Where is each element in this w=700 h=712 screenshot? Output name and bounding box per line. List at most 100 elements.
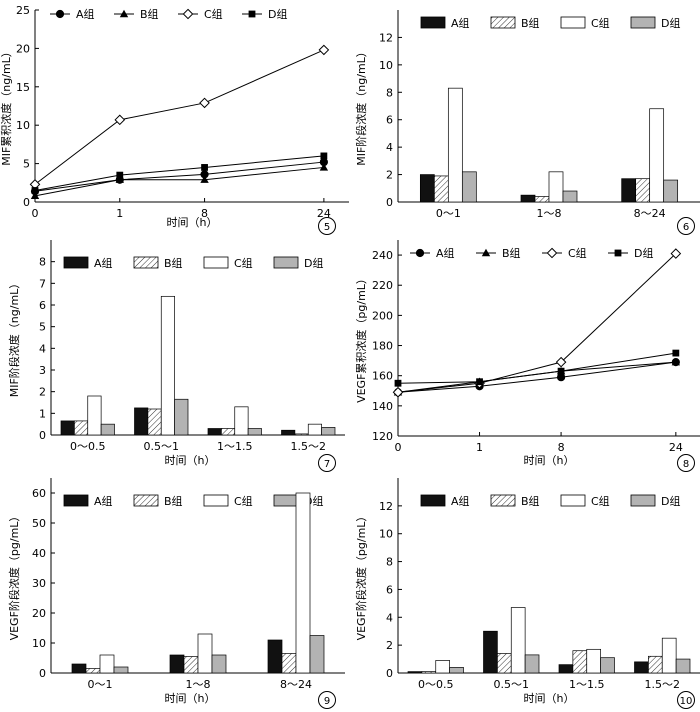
x-tick-label: 0～0.5 bbox=[418, 678, 454, 691]
y-tick-label: 6 bbox=[386, 114, 393, 127]
legend-label: A组 bbox=[94, 494, 113, 508]
bar bbox=[267, 639, 283, 674]
data-point bbox=[318, 44, 330, 56]
legend-marker bbox=[415, 248, 425, 258]
series-line bbox=[34, 155, 324, 191]
panel-number: 10 bbox=[680, 696, 693, 707]
bar bbox=[321, 427, 336, 436]
bar bbox=[634, 661, 649, 674]
bar bbox=[207, 428, 222, 436]
x-tick-label: 1.5～2 bbox=[645, 678, 681, 691]
x-tick-label: 0.5～1 bbox=[144, 440, 180, 453]
legend-marker bbox=[248, 10, 256, 18]
y-tick-label: 0 bbox=[39, 429, 46, 442]
x-tick-label: 8～24 bbox=[280, 678, 312, 691]
y-tick-label: 200 bbox=[372, 309, 393, 322]
data-point bbox=[670, 248, 682, 259]
legend-label: D组 bbox=[634, 246, 653, 260]
legend-swatch bbox=[630, 494, 656, 507]
y-tick-label: 0 bbox=[39, 667, 46, 680]
x-tick-label: 8 bbox=[558, 441, 565, 454]
y-tick-label: 0 bbox=[386, 667, 393, 680]
x-tick-label: 1～1.5 bbox=[217, 440, 253, 453]
y-tick-label: 10 bbox=[32, 637, 46, 650]
panel-number-circle bbox=[318, 691, 336, 709]
legend-marker bbox=[119, 9, 129, 18]
data-point bbox=[319, 163, 329, 171]
y-tick-label: 2 bbox=[386, 639, 393, 652]
y-tick-label: 8 bbox=[386, 86, 393, 99]
legend-marker bbox=[614, 249, 622, 257]
y-axis-label: MIF阶段浓度（ng/mL） bbox=[354, 46, 368, 166]
bar bbox=[483, 630, 498, 674]
y-tick-label: 50 bbox=[32, 517, 46, 530]
bar bbox=[71, 663, 87, 674]
data-point bbox=[115, 175, 124, 183]
x-tick-label: 0.5～1 bbox=[494, 678, 530, 691]
legend-swatch bbox=[133, 494, 159, 507]
x-tick-label: 0 bbox=[32, 207, 39, 220]
legend-marker bbox=[55, 9, 65, 19]
y-tick-label: 8 bbox=[39, 256, 46, 269]
y-tick-label: 12 bbox=[379, 31, 393, 44]
y-tick-label: 4 bbox=[386, 141, 393, 154]
series-line bbox=[34, 161, 324, 192]
legend-swatch bbox=[133, 256, 159, 269]
panel-number: 8 bbox=[683, 459, 689, 470]
y-axis-label: MIF阶段浓度（ng/mL） bbox=[7, 278, 21, 398]
y-tick-label: 12 bbox=[379, 500, 393, 513]
bar bbox=[234, 406, 249, 436]
bar bbox=[534, 196, 550, 203]
bar bbox=[160, 295, 175, 436]
legend-label: C组 bbox=[234, 256, 253, 270]
legend-swatch bbox=[203, 256, 229, 269]
bar bbox=[510, 607, 526, 674]
data-point bbox=[31, 187, 39, 194]
x-tick-label: 1 bbox=[476, 441, 483, 454]
y-tick-label: 0 bbox=[386, 196, 393, 209]
bar bbox=[435, 660, 450, 674]
panel-number-circle bbox=[318, 454, 336, 472]
bar bbox=[100, 423, 115, 436]
y-tick-label: 15 bbox=[16, 81, 30, 94]
series-line bbox=[34, 49, 325, 185]
panel-number-circle bbox=[677, 454, 695, 472]
bar bbox=[648, 655, 663, 674]
legend-swatch bbox=[490, 16, 516, 29]
bar bbox=[635, 178, 651, 203]
x-tick-label: 1～8 bbox=[186, 678, 211, 691]
panel-9: 0 10 20 30 40 50 60 VEGF阶段浓度（pg/mL） 时间（h） 9 A组 B组 C组… bbox=[7, 478, 345, 709]
bar bbox=[407, 671, 423, 674]
bar bbox=[675, 658, 691, 674]
data-point bbox=[555, 356, 567, 368]
series-line bbox=[397, 253, 677, 393]
legend-label: A组 bbox=[76, 7, 95, 21]
bar bbox=[295, 492, 311, 674]
bar bbox=[661, 637, 677, 674]
y-tick-label: 5 bbox=[23, 158, 30, 171]
bar bbox=[281, 653, 297, 674]
y-tick-label: 20 bbox=[32, 607, 46, 620]
y-axis-label: VEGF累积浓度（pg/mL） bbox=[354, 273, 368, 403]
series-line bbox=[34, 166, 324, 197]
x-tick-label: 1.5～2 bbox=[291, 440, 327, 453]
bar bbox=[221, 428, 236, 436]
panel-number-circle bbox=[677, 217, 695, 235]
bar bbox=[562, 190, 578, 203]
y-tick-label: 25 bbox=[16, 4, 30, 17]
legend-label: A组 bbox=[451, 494, 470, 508]
legend-label: B组 bbox=[140, 7, 159, 21]
bar bbox=[548, 171, 564, 203]
legend-label: A组 bbox=[94, 256, 113, 270]
data-point bbox=[556, 373, 566, 382]
y-tick-label: 6 bbox=[386, 583, 393, 596]
legend-swatch bbox=[420, 494, 446, 507]
bar bbox=[572, 650, 588, 674]
y-tick-label: 10 bbox=[379, 59, 393, 72]
bar bbox=[663, 179, 679, 203]
series-line bbox=[397, 361, 676, 393]
y-tick-label: 8 bbox=[386, 556, 393, 569]
y-tick-label: 10 bbox=[379, 528, 393, 541]
legend-label: A组 bbox=[436, 246, 455, 260]
bar bbox=[461, 171, 477, 203]
